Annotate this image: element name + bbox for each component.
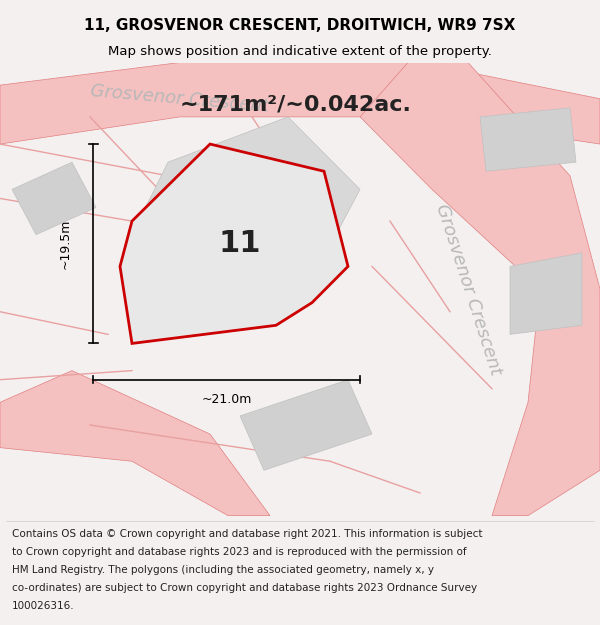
Polygon shape <box>120 144 348 344</box>
Polygon shape <box>12 162 96 234</box>
Polygon shape <box>0 371 270 516</box>
Text: Map shows position and indicative extent of the property.: Map shows position and indicative extent… <box>108 44 492 58</box>
Text: ~171m²/~0.042ac.: ~171m²/~0.042ac. <box>180 94 412 114</box>
Text: 11, GROSVENOR CRESCENT, DROITWICH, WR9 7SX: 11, GROSVENOR CRESCENT, DROITWICH, WR9 7… <box>85 18 515 33</box>
Text: ~21.0m: ~21.0m <box>202 393 251 406</box>
Text: 11: 11 <box>219 229 261 258</box>
Text: Grosvenor Crescent: Grosvenor Crescent <box>90 82 270 116</box>
Text: to Crown copyright and database rights 2023 and is reproduced with the permissio: to Crown copyright and database rights 2… <box>12 547 467 557</box>
Text: Grosvenor Crescent: Grosvenor Crescent <box>432 201 504 377</box>
Polygon shape <box>480 107 576 171</box>
Polygon shape <box>240 379 372 470</box>
Text: ~19.5m: ~19.5m <box>59 219 72 269</box>
Text: HM Land Registry. The polygons (including the associated geometry, namely x, y: HM Land Registry. The polygons (includin… <box>12 565 434 575</box>
Text: 100026316.: 100026316. <box>12 601 74 611</box>
Text: co-ordinates) are subject to Crown copyright and database rights 2023 Ordnance S: co-ordinates) are subject to Crown copyr… <box>12 583 477 593</box>
Text: Contains OS data © Crown copyright and database right 2021. This information is : Contains OS data © Crown copyright and d… <box>12 529 482 539</box>
Polygon shape <box>132 117 360 298</box>
Polygon shape <box>360 62 600 516</box>
Polygon shape <box>510 253 582 334</box>
Polygon shape <box>0 62 600 144</box>
